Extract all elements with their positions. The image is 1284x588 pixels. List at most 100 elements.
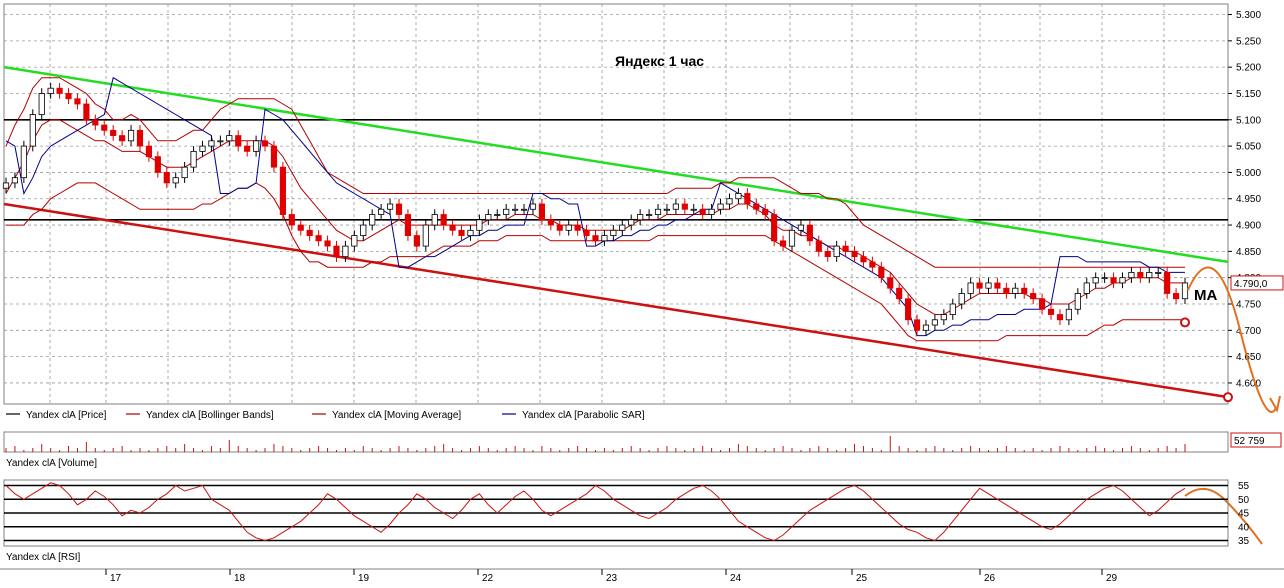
candle-body xyxy=(967,282,974,294)
candle-body xyxy=(253,140,260,152)
candle-body xyxy=(1030,293,1037,300)
candle-body xyxy=(404,214,412,236)
legend-item: Yandex clA [Price] xyxy=(26,410,107,421)
candle-body xyxy=(869,261,876,268)
candle-body xyxy=(815,240,822,252)
price-forecast-arrowhead xyxy=(1269,395,1281,413)
chart-title: Яндекс 1 час xyxy=(615,53,704,69)
candle-body xyxy=(1092,277,1099,284)
candle-body xyxy=(431,214,438,226)
rsi-panel: 55 50 45 40 35 xyxy=(3,479,1250,547)
candle-body xyxy=(297,224,304,231)
candle-body xyxy=(556,224,563,231)
candle-body xyxy=(887,277,894,289)
candle-body xyxy=(440,214,447,226)
volume-last-label: 52 759 xyxy=(1234,436,1265,447)
bollinger-bands xyxy=(5,77,1185,342)
price-legend: Yandex clA [Price] Yandex clA [Bollinger … xyxy=(6,410,645,421)
target-marker xyxy=(1180,317,1190,328)
candle-body xyxy=(601,235,608,242)
candle-body xyxy=(306,229,313,236)
candle-body xyxy=(565,224,572,231)
volume-panel-frame xyxy=(3,431,1229,453)
candle-body xyxy=(145,145,152,158)
candle-body xyxy=(1083,282,1090,294)
candle-body xyxy=(47,87,54,94)
rsi-legend: Yandex clA [RSI] xyxy=(6,552,81,563)
candle-body xyxy=(485,214,492,221)
candle-body xyxy=(1047,308,1055,315)
volume-legend: Yandex clA [Volume] xyxy=(6,458,97,469)
forecast-arrows xyxy=(1180,266,1281,545)
candle-body xyxy=(261,140,269,147)
candle-body xyxy=(547,219,554,226)
candle-body xyxy=(11,177,19,184)
candle-body xyxy=(56,87,63,94)
candle-body xyxy=(574,224,581,231)
candle-body xyxy=(637,214,644,221)
candle-body xyxy=(270,145,278,168)
candle-body xyxy=(663,208,671,211)
candle-body xyxy=(931,319,938,326)
rsi-tick-label: 35 xyxy=(1238,536,1250,547)
candle-body xyxy=(1003,287,1010,294)
candle-body xyxy=(985,282,992,289)
bollinger-lower-line xyxy=(6,182,1185,342)
ma-annotation: MA xyxy=(1194,287,1217,304)
candle-body xyxy=(422,224,429,247)
candle-body xyxy=(1155,272,1162,274)
candle-body xyxy=(65,93,72,100)
candle-body xyxy=(190,150,197,168)
candle-body xyxy=(610,229,617,236)
candle-body xyxy=(726,198,733,205)
candle-body xyxy=(538,203,545,221)
trend-line xyxy=(3,65,1229,264)
candle-body xyxy=(583,229,590,236)
x-tick-label: 22 xyxy=(482,573,494,584)
candle-body xyxy=(315,235,322,242)
candle-body xyxy=(940,314,947,321)
price-tick-label: 5.150 xyxy=(1236,89,1261,100)
candle-body xyxy=(476,219,483,231)
candle-body xyxy=(395,203,403,215)
candle-body xyxy=(949,303,956,315)
candles xyxy=(2,82,1189,336)
price-tick-label: 5.000 xyxy=(1236,168,1261,179)
candle-body xyxy=(2,182,10,189)
candle-body xyxy=(324,240,331,247)
horizontal-levels xyxy=(4,118,1228,221)
price-tick-label: 4.750 xyxy=(1236,300,1261,311)
rsi-forecast-arrow xyxy=(1184,488,1263,545)
candle-body xyxy=(181,166,188,179)
candle-body xyxy=(771,214,778,242)
candle-body xyxy=(779,240,787,247)
candle-body xyxy=(494,214,501,216)
candle-body xyxy=(628,219,635,226)
x-tick-label: 23 xyxy=(606,573,618,584)
candle-body xyxy=(735,193,742,200)
candle-body xyxy=(1101,277,1108,280)
candle-body xyxy=(896,287,903,300)
candle-body xyxy=(92,119,99,126)
candle-body xyxy=(797,224,805,231)
candle-body xyxy=(878,266,885,279)
legend-item: Yandex clA [Moving Average] xyxy=(332,410,461,421)
candle-body xyxy=(127,129,135,142)
candle-body xyxy=(994,282,1001,289)
x-tick-label: 29 xyxy=(1106,573,1118,584)
candle-body xyxy=(154,156,161,173)
candle-body xyxy=(110,129,117,136)
candle-body xyxy=(833,245,840,258)
x-axis: 17 18 19 22 23 24 25 26 29 xyxy=(0,568,1284,584)
price-forecast-arrow xyxy=(1187,266,1277,413)
candle-body xyxy=(119,135,126,142)
candle-body xyxy=(386,203,394,210)
candle-body xyxy=(860,256,867,263)
last-price-label: 4.790,0 xyxy=(1234,279,1268,290)
x-tick-label: 19 xyxy=(358,573,370,584)
candle-body xyxy=(38,93,45,115)
moving-average-line xyxy=(5,119,1185,315)
x-tick-label: 24 xyxy=(730,573,742,584)
candle-body xyxy=(360,224,367,236)
